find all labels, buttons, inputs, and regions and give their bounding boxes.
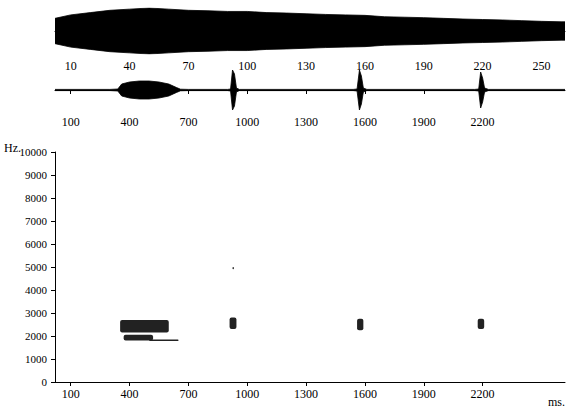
svg-text:160: 160 — [356, 59, 374, 73]
svg-text:4000: 4000 — [25, 284, 48, 296]
svg-text:2000: 2000 — [25, 330, 48, 342]
svg-text:100: 100 — [62, 115, 80, 129]
svg-text:8000: 8000 — [25, 192, 48, 204]
svg-text:1000: 1000 — [235, 115, 259, 129]
svg-text:1900: 1900 — [412, 115, 436, 129]
svg-text:400: 400 — [121, 115, 139, 129]
svg-text:1600: 1600 — [353, 387, 377, 401]
svg-text:2200: 2200 — [471, 387, 495, 401]
svg-text:10000: 10000 — [20, 146, 48, 158]
svg-text:1000: 1000 — [25, 353, 48, 365]
svg-text:1000: 1000 — [235, 387, 259, 401]
svg-text:40: 40 — [124, 59, 136, 73]
svg-text:100: 100 — [62, 387, 80, 401]
svg-text:700: 700 — [179, 115, 197, 129]
svg-text:3000: 3000 — [25, 307, 48, 319]
svg-text:1300: 1300 — [294, 387, 318, 401]
svg-text:6000: 6000 — [25, 238, 48, 250]
svg-text:Hz.: Hz. — [4, 141, 21, 155]
svg-text:7000: 7000 — [25, 215, 48, 227]
svg-text:100: 100 — [238, 59, 256, 73]
svg-text:400: 400 — [121, 387, 139, 401]
svg-text:9000: 9000 — [25, 169, 48, 181]
svg-text:220: 220 — [474, 59, 492, 73]
svg-text:10: 10 — [65, 59, 77, 73]
svg-text:700: 700 — [179, 387, 197, 401]
svg-text:130: 130 — [297, 59, 315, 73]
svg-text:1900: 1900 — [412, 387, 436, 401]
svg-text:70: 70 — [182, 59, 194, 73]
svg-text:250: 250 — [532, 59, 550, 73]
svg-text:ms.: ms. — [548, 395, 565, 408]
svg-text:1300: 1300 — [294, 115, 318, 129]
svg-text:190: 190 — [415, 59, 433, 73]
svg-text:5000: 5000 — [25, 261, 48, 273]
svg-text:2200: 2200 — [471, 115, 495, 129]
svg-text:1600: 1600 — [353, 115, 377, 129]
svg-text:0: 0 — [42, 376, 48, 388]
